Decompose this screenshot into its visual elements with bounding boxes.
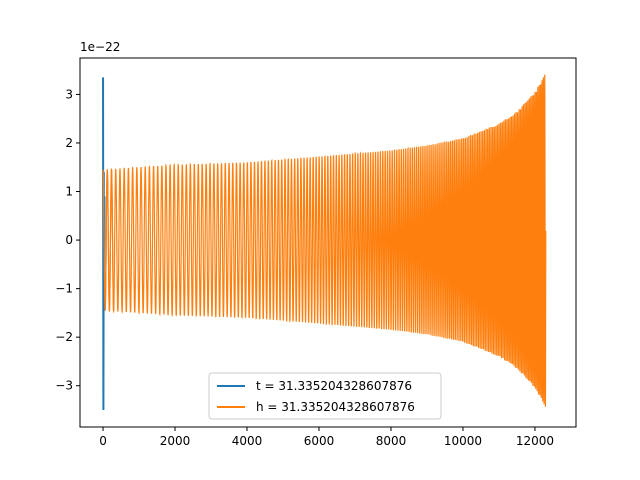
- legend-label-t: t = 31.335204328607876: [256, 379, 412, 393]
- series-h-line: [102, 74, 547, 407]
- plot-area: [102, 74, 547, 411]
- x-tick-label: 2000: [160, 434, 191, 448]
- x-tick-label: 0: [99, 434, 107, 448]
- y-axis: −3 −2 −1 0 1 2 3: [55, 87, 80, 393]
- x-tick-label: 10000: [444, 434, 482, 448]
- legend: t = 31.335204328607876 h = 31.3352043286…: [208, 372, 442, 420]
- y-tick-label: 3: [65, 87, 73, 101]
- x-tick-label: 8000: [376, 434, 407, 448]
- series-h-start-overlay: [102, 169, 115, 312]
- y-offset-label: 1e−22: [80, 40, 120, 54]
- axes-frame: [79, 57, 577, 428]
- y-tick-label: −2: [55, 330, 73, 344]
- legend-box: [208, 372, 442, 420]
- x-tick-label: 6000: [304, 434, 335, 448]
- legend-label-h: h = 31.335204328607876: [256, 400, 415, 414]
- y-tick-label: 0: [65, 233, 73, 247]
- x-tick-label: 12000: [516, 434, 554, 448]
- y-tick-label: −1: [55, 282, 73, 296]
- y-tick-label: 2: [65, 136, 73, 150]
- y-tick-label: 1: [65, 185, 73, 199]
- x-tick-label: 4000: [232, 434, 263, 448]
- y-tick-label: −3: [55, 379, 73, 393]
- x-axis: 0 2000 4000 6000 8000 10000 12000: [99, 427, 554, 448]
